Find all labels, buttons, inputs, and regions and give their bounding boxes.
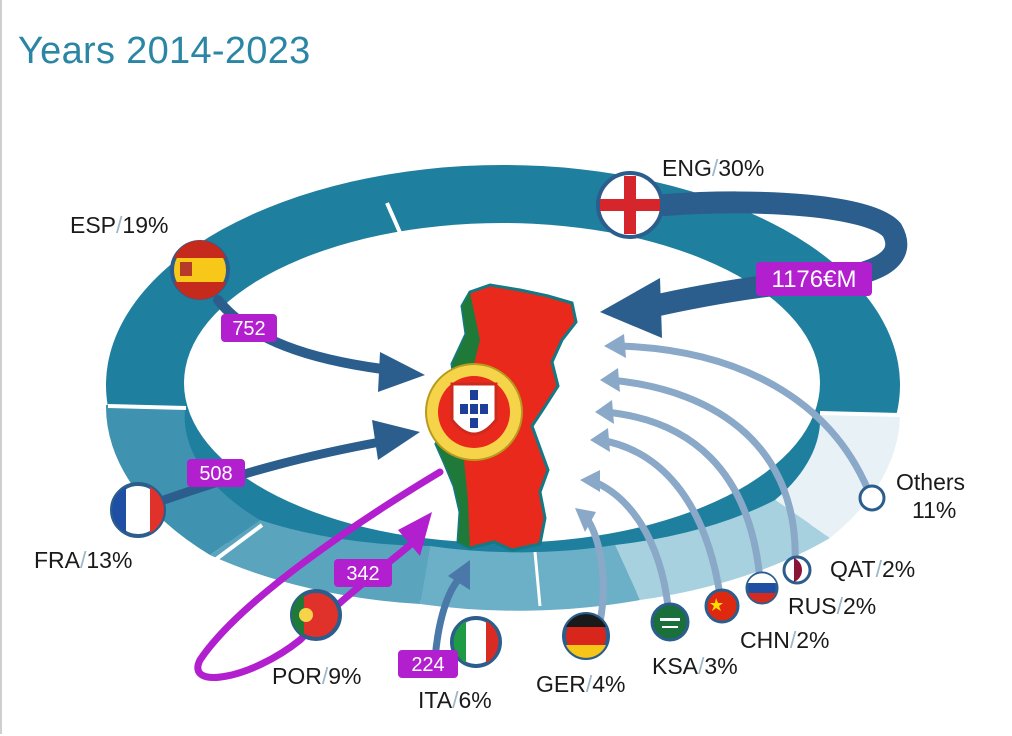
country-labels: ENG/30% ESP/19% FRA/13% POR/9% ITA/6% GE…: [34, 155, 965, 713]
label-por: POR/9%: [272, 663, 361, 689]
england-flag: [596, 171, 664, 239]
label-fra: FRA/13%: [34, 547, 132, 573]
label-ger-code: GER: [536, 671, 586, 697]
saudi-flag: [650, 602, 690, 642]
china-flag: [704, 588, 740, 624]
arrow-eng: [600, 191, 908, 338]
badge-ita-text: 224: [411, 654, 444, 676]
label-qat-code: QAT: [830, 556, 876, 582]
ring-segment-small: [615, 500, 830, 600]
badge-eng-text: 1176€M: [772, 266, 857, 293]
label-ger: GER/4%: [536, 671, 625, 697]
label-ita-code: ITA: [418, 687, 453, 713]
label-ita-share: 6%: [458, 687, 491, 713]
label-eng-share: 30%: [718, 155, 764, 181]
label-esp-share: 19%: [122, 212, 168, 238]
badge-fra: 508: [187, 459, 245, 487]
russia-flag: [745, 571, 779, 605]
label-fra-code: FRA: [34, 547, 81, 573]
label-rus: RUS/2%: [788, 593, 876, 619]
label-eng: ENG/30%: [662, 155, 764, 181]
ring-separator: [213, 523, 264, 562]
label-rus-share: 2%: [843, 593, 876, 619]
portugal-flag: [290, 589, 342, 641]
label-por-code: POR: [272, 663, 322, 689]
badge-esp: 752: [221, 314, 277, 342]
badge-por: 342: [334, 559, 392, 587]
label-rus-code: RUS: [788, 593, 837, 619]
label-esp-code: ESP: [70, 212, 116, 238]
label-qat: QAT/2%: [830, 556, 915, 582]
label-chn: CHN/2%: [740, 627, 829, 653]
italy-flag: [450, 616, 502, 668]
label-qat-share: 2%: [882, 556, 915, 582]
arrows-small: [584, 342, 872, 626]
amount-badges: 1176€M 752 508 342 224: [187, 262, 872, 678]
label-por-share: 9%: [328, 663, 361, 689]
arrow-ita: [431, 560, 470, 664]
label-ksa: KSA/3%: [652, 653, 738, 679]
label-ger-share: 4%: [592, 671, 625, 697]
label-eng-code: ENG: [662, 155, 712, 181]
badge-ita: 224: [398, 650, 458, 678]
ring-segment-others: [775, 412, 900, 538]
label-chn-share: 2%: [796, 627, 829, 653]
arrow-por: [194, 468, 444, 681]
arrowheads-small: [575, 334, 626, 532]
ring-separator: [533, 551, 542, 607]
label-esp: ESP/19%: [70, 212, 168, 238]
badge-eng: 1176€M: [756, 262, 872, 296]
label-ksa-code: KSA: [652, 653, 699, 679]
ring-separator: [385, 202, 407, 245]
spain-flag: [170, 240, 230, 300]
germany-flag: [562, 612, 610, 660]
chart-title: Years 2014-2023: [18, 30, 311, 72]
ring-segment-ita-ger: [420, 545, 640, 611]
ring-segment-fra: [105, 405, 260, 555]
portugal-map: [425, 283, 578, 552]
portugal-shield-quinas: [460, 390, 488, 428]
badge-por-text: 342: [346, 563, 379, 585]
france-flag: [110, 482, 166, 538]
label-ita: ITA/6%: [418, 687, 492, 713]
label-fra-share: 13%: [86, 547, 132, 573]
ring-separator: [819, 411, 901, 417]
qatar-flag: [782, 555, 812, 585]
label-others-share: 11%: [912, 497, 956, 523]
label-ksa-share: 3%: [704, 653, 737, 679]
label-chn-code: CHN: [740, 627, 790, 653]
badge-esp-text: 752: [232, 318, 265, 340]
ring-separator: [107, 404, 187, 410]
arrow-fra: [159, 420, 420, 505]
arrow-esp: [213, 295, 425, 392]
others-marker: [858, 484, 886, 512]
label-others-name: Others: [896, 469, 965, 495]
badge-fra-text: 508: [199, 463, 232, 485]
